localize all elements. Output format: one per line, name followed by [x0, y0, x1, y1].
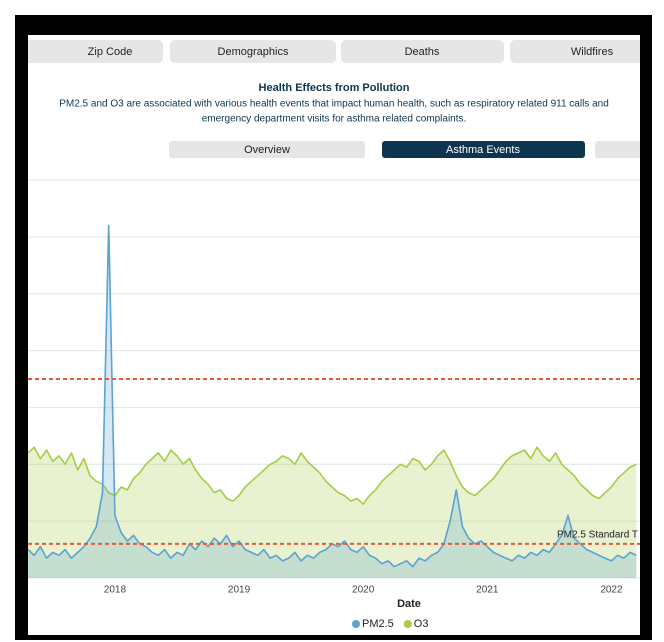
tab[interactable] — [10, 40, 163, 63]
tab-label[interactable]: Deaths — [405, 46, 440, 58]
tab-label[interactable]: Zip Code — [88, 46, 133, 58]
description: PM2.5 and O3 are associated with various… — [59, 99, 609, 110]
x-tick-label: 2020 — [352, 585, 375, 596]
area — [28, 447, 637, 578]
reference-label: PM2.5 Standard T — [557, 530, 638, 541]
tab[interactable] — [510, 40, 664, 63]
x-tick-label: 2021 — [476, 585, 499, 596]
subtab[interactable] — [169, 141, 365, 158]
legend-label: PM2.5 — [362, 618, 394, 630]
description: emergency department visits for asthma r… — [202, 114, 467, 125]
subtab-label[interactable]: Asthma Events — [446, 144, 520, 156]
line — [28, 446, 637, 505]
subtab[interactable] — [382, 141, 585, 158]
panel — [28, 35, 640, 635]
x-axis-label: Date — [397, 598, 421, 610]
subtab-label[interactable]: Overview — [244, 144, 290, 156]
legend-swatch — [352, 620, 360, 628]
tab[interactable] — [341, 40, 504, 63]
tab-label[interactable]: Wildfires — [571, 46, 614, 58]
area — [28, 225, 637, 578]
x-tick-label: 2022 — [600, 585, 623, 596]
legend-swatch — [403, 620, 412, 628]
tab[interactable] — [170, 40, 336, 63]
content: Zip Code Demographics Deaths Wildfires H… — [10, 40, 664, 630]
section-title: Health Effects from Pollution — [259, 82, 410, 94]
tab-label[interactable]: Demographics — [218, 46, 289, 58]
x-tick-label: 2019 — [228, 585, 251, 596]
subtab[interactable] — [595, 141, 664, 158]
x-tick-label: 2018 — [104, 585, 127, 596]
legend-label: O3 — [414, 618, 429, 630]
chart: 2018 2019 2020 2021 2022 Date PM2.5 Standard T… — [28, 179, 640, 630]
